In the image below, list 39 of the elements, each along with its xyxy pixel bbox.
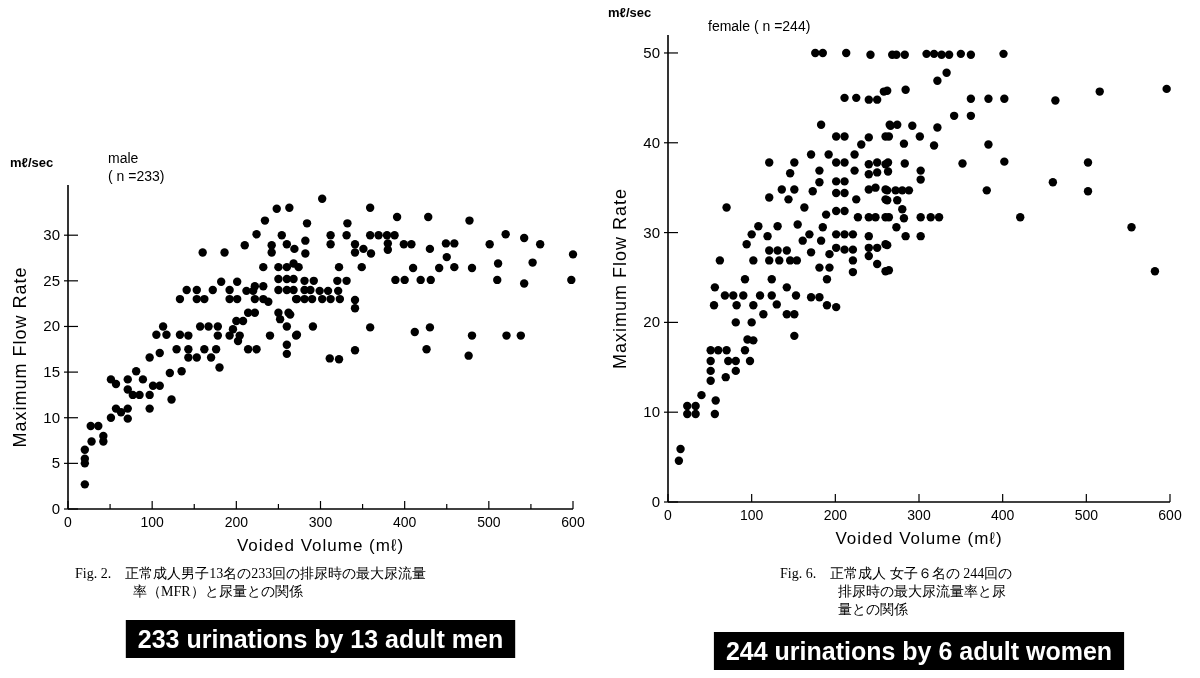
x-tick-label: 200: [823, 507, 848, 523]
y-axis-title: Maximum Flow Rate: [10, 266, 30, 448]
y-tick-label: 50: [643, 43, 660, 61]
y-axis-title: Maximum Flow Rate: [610, 187, 630, 370]
text: ( n =233): [108, 168, 165, 184]
text: female ( n =244): [708, 18, 811, 34]
x-axis-title: Voided Volume (mℓ): [236, 536, 405, 555]
y-tick-label: 20: [643, 313, 660, 331]
x-tick-label: 200: [224, 514, 249, 530]
y-tick-label: 10: [43, 408, 60, 426]
text: Fig. 6. 正常成人 女子６名の 244回の排尿時の最大尿流量率と尿量との関係: [780, 566, 1013, 617]
y-tick-label: 5: [51, 454, 60, 472]
x-tick-label: 400: [990, 507, 1015, 523]
x-tick-label: 600: [1158, 507, 1182, 523]
y-tick-label: 30: [43, 226, 60, 244]
x-tick-label: 400: [392, 514, 417, 530]
y-tick-label: 30: [643, 223, 660, 241]
x-tick-label: 0: [664, 507, 673, 523]
x-tick-label: 100: [140, 514, 165, 530]
text: 244 urinations by 6 adult women: [725, 637, 1113, 665]
x-tick-label: 300: [308, 514, 333, 530]
x-axis-title: Voided Volume (mℓ): [835, 529, 1003, 548]
text: 233 urinations by 13 adult men: [137, 625, 504, 653]
x-tick-label: 0: [64, 514, 73, 530]
x-tick-label: 500: [477, 514, 501, 530]
y-tick-label: 0: [651, 493, 660, 510]
y-tick-label: 25: [43, 271, 60, 289]
x-tick-label: 600: [561, 514, 585, 530]
x-tick-label: 500: [1074, 507, 1099, 523]
y-tick-label: 15: [43, 363, 60, 381]
text: mℓ/sec: [608, 5, 652, 20]
text: mℓ/sec: [10, 155, 54, 170]
y-tick-label: 20: [43, 317, 60, 335]
x-tick-label: 300: [907, 507, 931, 523]
y-tick-label: 10: [643, 403, 660, 421]
text: Fig. 2. 正常成人男子13名の233回の排尿時の最大尿流量率（MFR）と尿量との関係: [75, 566, 427, 599]
y-tick-label: 40: [643, 133, 660, 151]
x-tick-label: 100: [739, 507, 764, 523]
text: male: [108, 150, 139, 166]
